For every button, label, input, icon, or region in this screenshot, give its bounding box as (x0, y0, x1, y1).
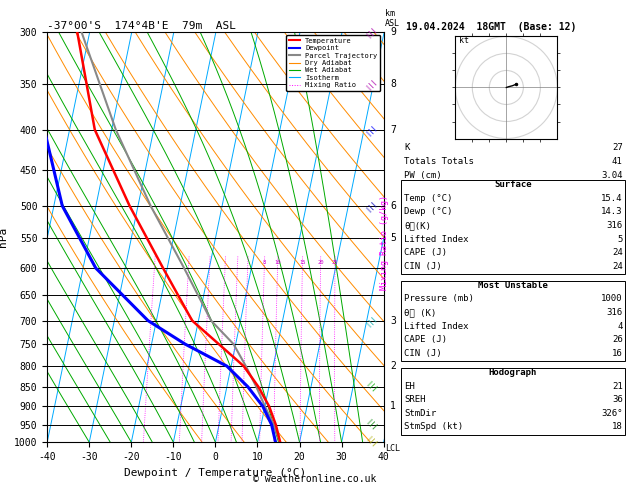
Text: |||: ||| (364, 313, 378, 328)
Text: |||: ||| (364, 25, 378, 38)
Text: Dewp (°C): Dewp (°C) (404, 208, 453, 216)
Text: 4: 4 (617, 322, 623, 330)
Text: 26: 26 (612, 335, 623, 344)
Text: Lifted Index: Lifted Index (404, 235, 469, 243)
Text: 316: 316 (606, 221, 623, 230)
Text: 25: 25 (331, 260, 338, 265)
Text: 27: 27 (612, 143, 623, 153)
Text: StmDir: StmDir (404, 409, 437, 418)
Text: EH: EH (404, 382, 415, 391)
Text: 9: 9 (390, 27, 396, 36)
Text: 18: 18 (612, 422, 623, 432)
Text: |||: ||| (364, 123, 378, 137)
Text: 14.3: 14.3 (601, 208, 623, 216)
Text: 19.04.2024  18GMT  (Base: 12): 19.04.2024 18GMT (Base: 12) (406, 21, 576, 32)
Text: 15: 15 (299, 260, 306, 265)
Text: CIN (J): CIN (J) (404, 349, 442, 358)
Text: |||: ||| (364, 77, 378, 91)
Text: 8: 8 (263, 260, 266, 265)
Text: 8: 8 (390, 79, 396, 89)
Text: Most Unstable: Most Unstable (478, 281, 548, 290)
Text: © weatheronline.co.uk: © weatheronline.co.uk (253, 473, 376, 484)
Text: 1000: 1000 (601, 295, 623, 303)
Text: 5: 5 (390, 233, 396, 243)
Text: 3: 3 (390, 315, 396, 326)
Text: Pressure (mb): Pressure (mb) (404, 295, 474, 303)
Text: 15.4: 15.4 (601, 194, 623, 203)
Text: 16: 16 (612, 349, 623, 358)
Text: Totals Totals: Totals Totals (404, 157, 474, 166)
Text: Surface: Surface (494, 180, 532, 189)
Text: 20: 20 (317, 260, 324, 265)
Text: km
ASL: km ASL (385, 9, 400, 28)
Text: Mixing Ratio (g/kg): Mixing Ratio (g/kg) (381, 195, 389, 291)
X-axis label: Dewpoint / Temperature (°C): Dewpoint / Temperature (°C) (125, 468, 306, 478)
Text: 2: 2 (390, 361, 396, 371)
Text: PW (cm): PW (cm) (404, 171, 442, 180)
Text: θᴇ (K): θᴇ (K) (404, 308, 437, 317)
Text: Hodograph: Hodograph (489, 368, 537, 377)
Text: 24: 24 (612, 262, 623, 271)
Text: 7: 7 (390, 125, 396, 135)
Text: K: K (404, 143, 410, 153)
Text: 10: 10 (274, 260, 281, 265)
Text: 6: 6 (390, 201, 396, 211)
Text: 1: 1 (390, 401, 396, 411)
Text: LCL: LCL (385, 444, 400, 453)
Text: kt: kt (459, 36, 469, 45)
Text: CAPE (J): CAPE (J) (404, 248, 447, 257)
Text: |||: ||| (364, 199, 378, 213)
Text: Lifted Index: Lifted Index (404, 322, 469, 330)
Text: |||: ||| (364, 418, 378, 432)
Text: |||: ||| (364, 435, 378, 449)
Text: 3.04: 3.04 (601, 171, 623, 180)
Text: StmSpd (kt): StmSpd (kt) (404, 422, 464, 432)
Text: Temp (°C): Temp (°C) (404, 194, 453, 203)
Y-axis label: hPa: hPa (0, 227, 8, 247)
Text: 24: 24 (612, 248, 623, 257)
Text: 316: 316 (606, 308, 623, 317)
Text: 41: 41 (612, 157, 623, 166)
Text: 326°: 326° (601, 409, 623, 418)
Text: CAPE (J): CAPE (J) (404, 335, 447, 344)
Text: 36: 36 (612, 395, 623, 404)
Text: 21: 21 (612, 382, 623, 391)
Text: θᴇ(K): θᴇ(K) (404, 221, 431, 230)
Text: -37°00'S  174°4B'E  79m  ASL: -37°00'S 174°4B'E 79m ASL (47, 21, 236, 31)
Text: SREH: SREH (404, 395, 426, 404)
Text: 5: 5 (617, 235, 623, 243)
Text: |||: ||| (364, 380, 378, 394)
Legend: Temperature, Dewpoint, Parcel Trajectory, Dry Adiabat, Wet Adiabat, Isotherm, Mi: Temperature, Dewpoint, Parcel Trajectory… (286, 35, 380, 91)
Text: CIN (J): CIN (J) (404, 262, 442, 271)
